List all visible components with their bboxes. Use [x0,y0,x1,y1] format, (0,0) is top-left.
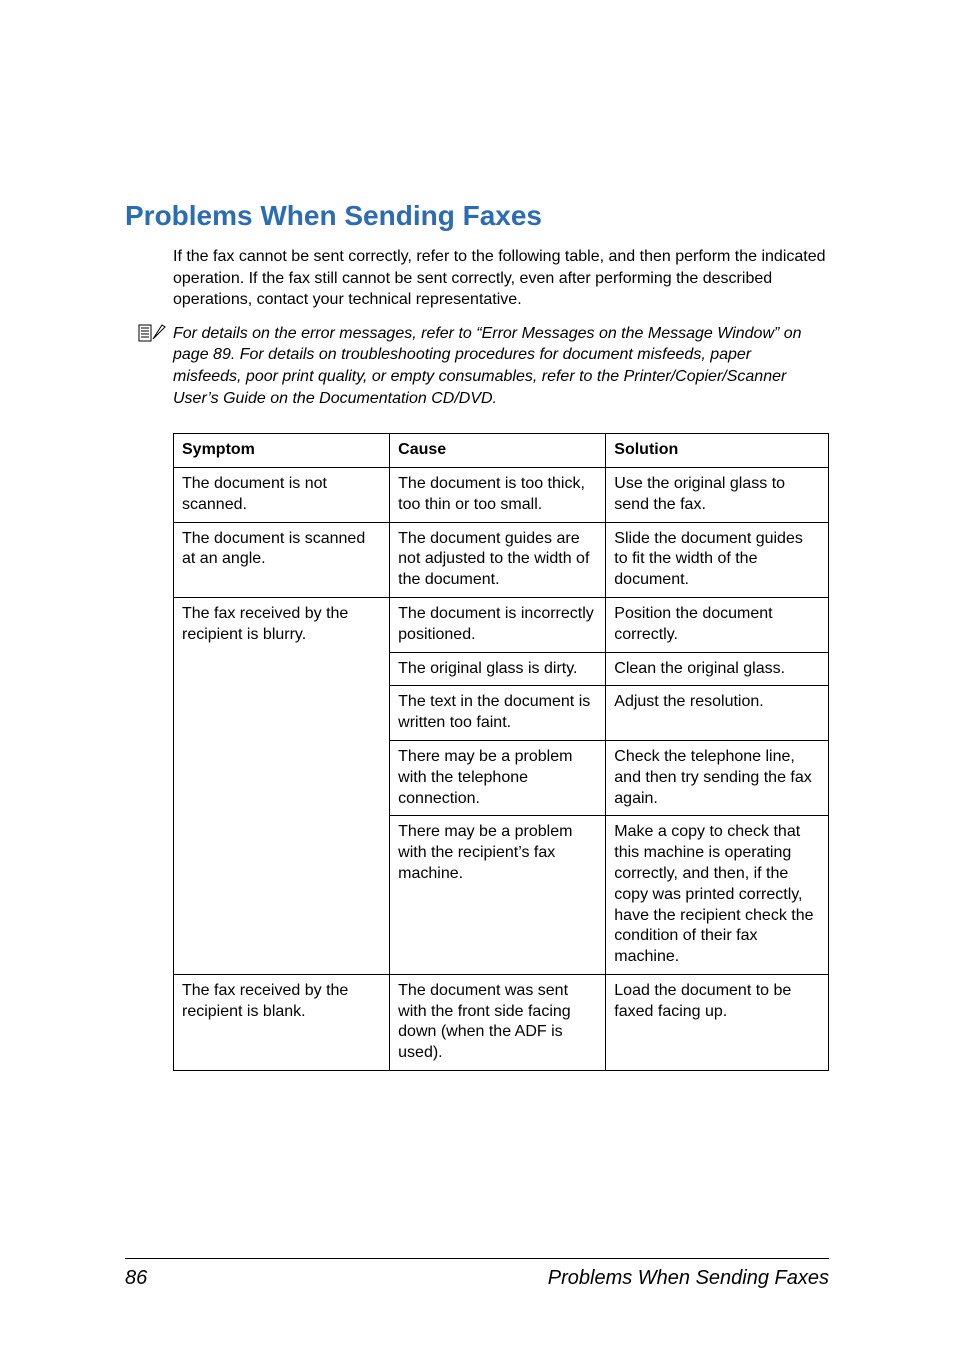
table-row: The fax received by the recipient is bla… [174,974,829,1070]
cell-cause: The document was sent with the front sid… [390,974,606,1070]
document-page: Problems When Sending Faxes If the fax c… [0,0,954,1350]
cell-solution: Adjust the resolution. [606,686,829,741]
header-symptom: Symptom [174,434,390,468]
cell-solution: Position the document correctly. [606,597,829,652]
cell-solution: Clean the original glass. [606,652,829,686]
table-row: The document is scanned at an angle. The… [174,522,829,597]
cell-solution: Load the document to be faxed facing up. [606,974,829,1070]
table-row: The document is not scanned. The documen… [174,467,829,522]
table-row: The fax received by the recipient is blu… [174,597,829,652]
cell-cause: The document guides are not adjusted to … [390,522,606,597]
cell-solution: Slide the document guides to fit the wid… [606,522,829,597]
cell-solution: Use the original glass to send the fax. [606,467,829,522]
table-header-row: Symptom Cause Solution [174,434,829,468]
cell-solution: Make a copy to check that this machine i… [606,816,829,975]
footer-page-number: 86 [125,1267,147,1290]
footer-line: 86 Problems When Sending Faxes [125,1267,829,1290]
cell-symptom: The document is not scanned. [174,467,390,522]
cell-solution: Check the telephone line, and then try s… [606,740,829,815]
cell-symptom: The fax received by the recipient is bla… [174,974,390,1070]
troubleshooting-table: Symptom Cause Solution The document is n… [173,433,829,1071]
cell-symptom: The document is scanned at an angle. [174,522,390,597]
footer-title: Problems When Sending Faxes [548,1267,829,1290]
cell-cause: There may be a problem with the recipien… [390,816,606,975]
cell-symptom: The fax received by the recipient is blu… [174,597,390,974]
footer-rule [125,1258,829,1259]
cell-cause: The text in the document is written too … [390,686,606,741]
header-solution: Solution [606,434,829,468]
cell-cause: The original glass is dirty. [390,652,606,686]
cell-cause: The document is incorrectly positioned. [390,597,606,652]
page-footer: 86 Problems When Sending Faxes [125,1258,829,1290]
note-icon [137,323,173,343]
cell-cause: There may be a problem with the telephon… [390,740,606,815]
page-heading: Problems When Sending Faxes [125,200,829,232]
intro-paragraph: If the fax cannot be sent correctly, ref… [173,246,829,311]
note-block: For details on the error messages, refer… [137,323,829,409]
note-text: For details on the error messages, refer… [173,323,829,409]
header-cause: Cause [390,434,606,468]
cell-cause: The document is too thick, too thin or t… [390,467,606,522]
